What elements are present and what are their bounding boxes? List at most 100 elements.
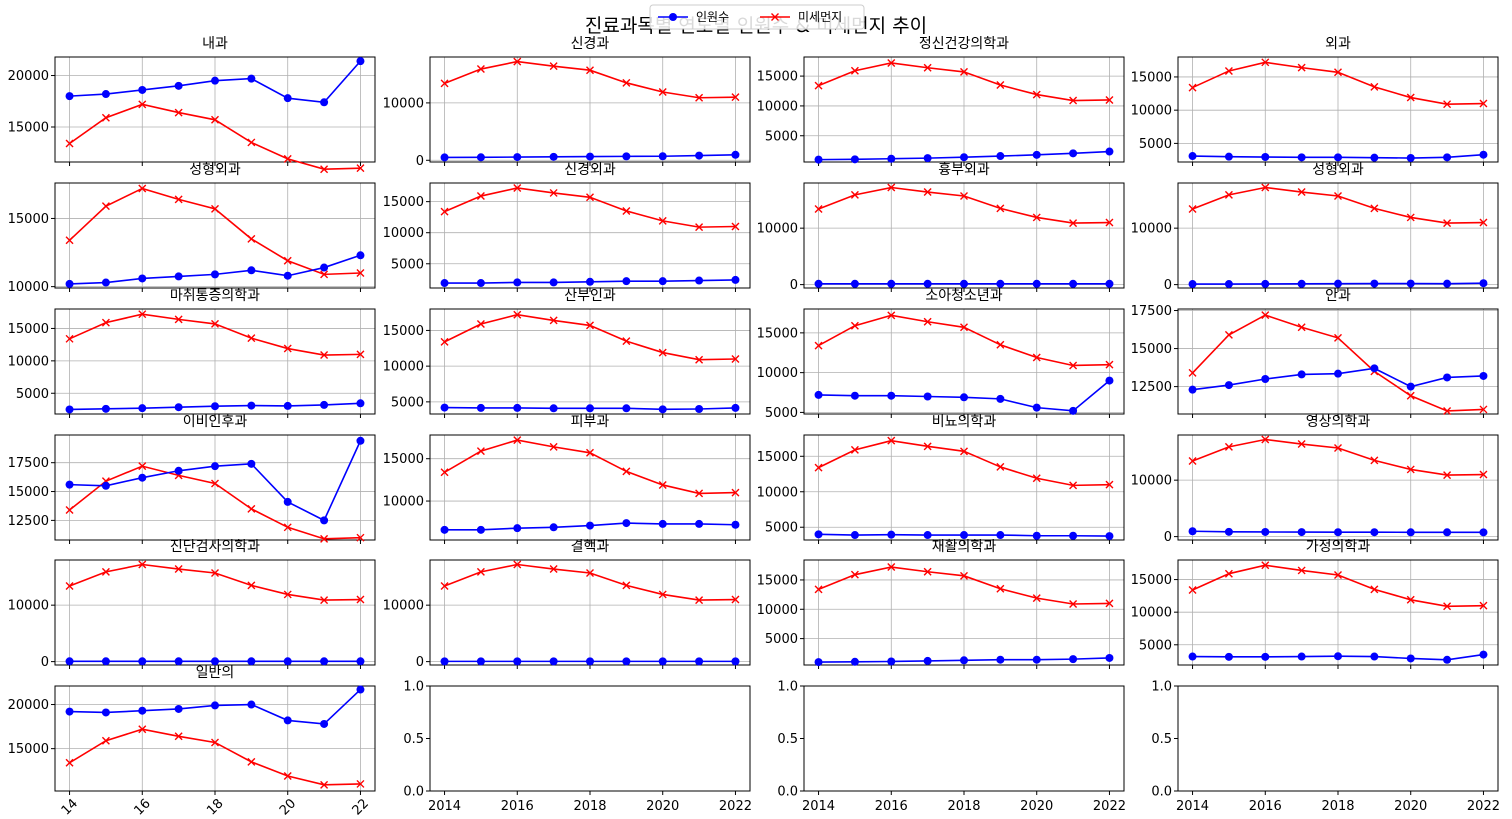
- dust-point: [695, 93, 704, 102]
- y-tick-label: 12500: [1131, 380, 1172, 395]
- dust-point: [513, 560, 522, 569]
- dust-point: [814, 204, 823, 213]
- subplot-title: 산부인과: [564, 288, 616, 304]
- patients-point: [960, 153, 968, 162]
- dust-point: [1069, 96, 1078, 105]
- dust-point: [586, 448, 594, 457]
- y-tick-label: 15000: [383, 195, 424, 210]
- dust-point: [1443, 406, 1452, 415]
- patients-point: [476, 525, 485, 534]
- subplot: 5000 10000 15000 산부인과: [383, 288, 751, 418]
- patients-point: [1443, 373, 1452, 382]
- patients-point: [283, 94, 292, 103]
- x-tick-label: 22: [350, 796, 372, 818]
- patients-point: [1105, 532, 1114, 541]
- patients-point: [549, 278, 558, 287]
- patients-point: [283, 716, 292, 725]
- subplot-title: 신경과: [571, 36, 610, 52]
- patients-point: [283, 497, 292, 506]
- patients-point: [695, 151, 704, 160]
- patients-point: [1297, 153, 1306, 162]
- subplot-title: 신경외과: [564, 162, 616, 178]
- axes-frame: [803, 685, 1125, 792]
- dust-point: [586, 66, 594, 75]
- dust-point: [138, 462, 147, 471]
- dust-point: [65, 334, 74, 343]
- dust-point: [1334, 191, 1342, 200]
- subplot-title: 가정의학과: [1306, 539, 1371, 555]
- y-tick-label: 0.0: [403, 785, 424, 800]
- patients-point: [960, 279, 968, 288]
- dust-point: [1224, 66, 1233, 75]
- dust-point: [174, 732, 183, 741]
- x-tick-label: 2020: [1020, 799, 1053, 814]
- dust-point: [247, 234, 256, 243]
- y-tick-label: 10000: [8, 599, 49, 614]
- patients-point: [1334, 279, 1342, 288]
- subplot: 5000 10000 15000 소아청소년과: [757, 288, 1125, 421]
- patients-point: [247, 401, 256, 410]
- dust-point: [960, 67, 968, 76]
- patients-point: [887, 657, 896, 666]
- dust-point: [1334, 333, 1342, 342]
- patients-point: [1479, 279, 1488, 288]
- patients-point: [1479, 150, 1488, 159]
- dust-point: [101, 736, 110, 745]
- dust-point: [658, 590, 667, 599]
- dust-point: [283, 523, 292, 532]
- patients-point: [65, 657, 74, 666]
- legend-patients-marker: [669, 13, 677, 21]
- patients-point: [356, 657, 365, 666]
- patients-point: [1032, 655, 1041, 664]
- patients-point: [356, 436, 365, 445]
- dust-point: [731, 488, 740, 497]
- y-tick-label: 15000: [8, 121, 49, 136]
- y-tick-label: 0.0: [777, 785, 798, 800]
- y-tick-label: 10000: [757, 485, 798, 500]
- dust-point: [731, 595, 740, 604]
- x-tick-label: 2022: [1093, 799, 1126, 814]
- patients-point: [138, 274, 147, 283]
- patients-point: [996, 531, 1005, 540]
- patients-point: [814, 530, 823, 539]
- dust-point: [1105, 599, 1114, 608]
- dust-point: [476, 447, 485, 456]
- patients-point: [211, 701, 219, 710]
- dust-point: [923, 317, 932, 326]
- patients-point: [1443, 279, 1452, 288]
- dust-point: [622, 206, 631, 215]
- y-tick-label: 10000: [757, 222, 798, 237]
- patients-point: [731, 403, 740, 412]
- subplot: 10000 15000 피부과: [383, 414, 751, 544]
- dust-point: [996, 340, 1005, 349]
- y-tick-label: 10000: [757, 603, 798, 618]
- patients-point: [923, 392, 932, 401]
- y-tick-label: 15000: [757, 326, 798, 341]
- patients-point: [1406, 154, 1415, 163]
- subplot-title: 외과: [1325, 36, 1351, 52]
- y-tick-label: 15000: [383, 324, 424, 339]
- subplot-title: 정신건강의학과: [919, 36, 1009, 52]
- patients-point: [1032, 150, 1041, 159]
- subplot: 0.0 0.5 1.0 2014 2016 2018 2020 2022: [403, 680, 752, 815]
- dust-point: [850, 190, 859, 199]
- y-tick-label: 15000: [8, 322, 49, 337]
- subplot: 0 10000 영상의학과: [1131, 414, 1499, 545]
- patients-point: [695, 657, 704, 666]
- y-tick-label: 20000: [8, 698, 49, 713]
- dust-point: [1069, 361, 1078, 370]
- y-tick-label: 5000: [765, 129, 798, 144]
- y-tick-label: 17500: [8, 456, 49, 471]
- patients-point: [174, 272, 183, 281]
- y-tick-label: 10000: [1131, 474, 1172, 489]
- patients-point: [247, 459, 256, 468]
- dust-point: [1479, 99, 1488, 108]
- subplot: 0 10000 흉부외과: [757, 162, 1125, 293]
- patients-point: [1261, 652, 1270, 661]
- dust-point: [586, 321, 594, 330]
- dust-point: [996, 584, 1005, 593]
- dust-point: [1443, 100, 1452, 109]
- subplot: 0 10000 성형외과: [1131, 162, 1499, 293]
- subplot: 5000 10000 15000 비뇨의학과: [757, 414, 1125, 544]
